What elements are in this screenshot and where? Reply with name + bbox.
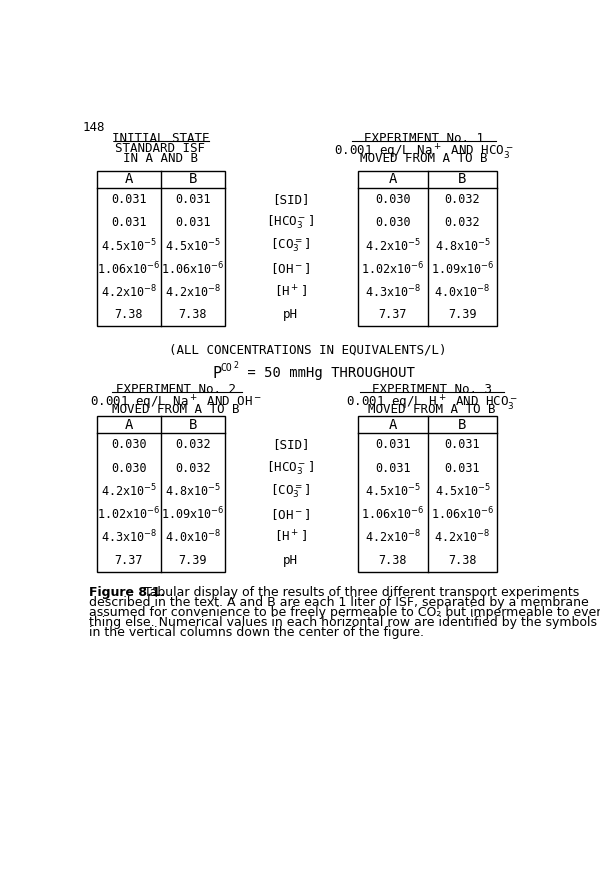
Text: A: A [389, 418, 397, 432]
Text: B: B [188, 418, 197, 432]
Text: 2: 2 [234, 361, 239, 370]
Text: MOVED FROM A TO B: MOVED FROM A TO B [112, 404, 239, 416]
Text: (ALL CONCENTRATIONS IN EQUIVALENTS/L): (ALL CONCENTRATIONS IN EQUIVALENTS/L) [169, 343, 446, 356]
Text: 4.3x10$^{-8}$: 4.3x10$^{-8}$ [101, 529, 157, 545]
Text: IN A AND B: IN A AND B [123, 152, 198, 166]
Text: EXPERIMENT No. 3: EXPERIMENT No. 3 [371, 383, 491, 396]
Text: 4.8x10$^{-5}$: 4.8x10$^{-5}$ [164, 483, 221, 500]
Text: INITIAL STATE: INITIAL STATE [112, 133, 209, 145]
Text: [OH$^-$]: [OH$^-$] [270, 507, 311, 522]
Text: [CO$_3^=$]: [CO$_3^=$] [270, 237, 311, 254]
Text: pH: pH [283, 554, 298, 567]
Text: 1.06x10$^{-6}$: 1.06x10$^{-6}$ [161, 260, 224, 277]
Text: A: A [124, 418, 133, 432]
Text: 4.2x10$^{-8}$: 4.2x10$^{-8}$ [101, 283, 157, 300]
Text: [SID]: [SID] [272, 192, 309, 206]
Text: STANDARD ISF: STANDARD ISF [115, 143, 205, 155]
Text: 1.02x10$^{-6}$: 1.02x10$^{-6}$ [361, 260, 424, 277]
Text: 0.031: 0.031 [445, 462, 481, 475]
Text: 7.37: 7.37 [379, 308, 407, 322]
Text: [SID]: [SID] [272, 438, 309, 452]
Text: B: B [458, 172, 467, 186]
Text: 0.031: 0.031 [111, 216, 146, 229]
Text: 7.38: 7.38 [448, 554, 477, 567]
Text: [H$^+$]: [H$^+$] [274, 283, 307, 300]
Text: 7.39: 7.39 [448, 308, 477, 322]
Text: 1.06x10$^{-6}$: 1.06x10$^{-6}$ [97, 260, 160, 277]
Bar [97, 171, 224, 326]
Bar [358, 416, 497, 572]
Text: [OH$^-$]: [OH$^-$] [270, 261, 311, 276]
Text: 7.39: 7.39 [178, 554, 207, 567]
Text: B: B [458, 418, 467, 432]
Text: pH: pH [283, 308, 298, 322]
Text: 0.031: 0.031 [175, 192, 211, 206]
Text: CO: CO [221, 364, 232, 373]
Text: 1.06x10$^{-6}$: 1.06x10$^{-6}$ [361, 506, 424, 522]
Text: [CO$_3^=$]: [CO$_3^=$] [270, 482, 311, 500]
Text: 0.031: 0.031 [375, 462, 410, 475]
Text: 0.031: 0.031 [111, 192, 146, 206]
Text: [HCO$_3^-$]: [HCO$_3^-$] [266, 214, 314, 231]
Text: 4.8x10$^{-5}$: 4.8x10$^{-5}$ [434, 237, 490, 254]
Text: 0.031: 0.031 [445, 438, 481, 452]
Text: 7.37: 7.37 [115, 554, 143, 567]
Text: 0.030: 0.030 [111, 438, 146, 452]
Text: 4.0x10$^{-8}$: 4.0x10$^{-8}$ [164, 529, 221, 545]
Text: in the vertical columns down the center of the figure.: in the vertical columns down the center … [89, 625, 424, 639]
Text: 148: 148 [83, 121, 105, 134]
Text: B: B [188, 172, 197, 186]
Text: MOVED FROM A TO B: MOVED FROM A TO B [368, 404, 495, 416]
Text: A: A [124, 172, 133, 186]
Text: described in the text. A and B are each 1 liter of ISF, separated by a membrane: described in the text. A and B are each … [89, 596, 589, 609]
Text: [H$^+$]: [H$^+$] [274, 529, 307, 545]
Text: 0.032: 0.032 [175, 438, 211, 452]
Text: 4.5x10$^{-5}$: 4.5x10$^{-5}$ [434, 483, 490, 500]
Text: A: A [389, 172, 397, 186]
Text: 0.031: 0.031 [375, 438, 410, 452]
Text: 1.02x10$^{-6}$: 1.02x10$^{-6}$ [97, 506, 160, 522]
Text: MOVED FROM A TO B: MOVED FROM A TO B [360, 152, 487, 166]
Text: 0.030: 0.030 [375, 192, 410, 206]
Text: 4.2x10$^{-8}$: 4.2x10$^{-8}$ [434, 529, 491, 545]
Text: EXPERIMENT No. 1: EXPERIMENT No. 1 [364, 133, 484, 145]
Text: assumed for convenience to be freely permeable to CO₂ but impermeable to every-: assumed for convenience to be freely per… [89, 606, 600, 619]
Text: 4.2x10$^{-5}$: 4.2x10$^{-5}$ [101, 483, 157, 500]
Text: 0.030: 0.030 [375, 216, 410, 229]
Bar [97, 416, 224, 572]
Text: 7.38: 7.38 [115, 308, 143, 322]
Text: 1.09x10$^{-6}$: 1.09x10$^{-6}$ [161, 506, 224, 522]
Text: 4.2x10$^{-8}$: 4.2x10$^{-8}$ [365, 529, 421, 545]
Text: 4.5x10$^{-5}$: 4.5x10$^{-5}$ [164, 237, 221, 254]
Text: Tabular display of the results of three different transport experiments: Tabular display of the results of three … [140, 586, 580, 599]
Text: 7.38: 7.38 [379, 554, 407, 567]
Text: EXPERIMENT No. 2: EXPERIMENT No. 2 [116, 383, 236, 396]
Text: 0.031: 0.031 [175, 216, 211, 229]
Text: 1.06x10$^{-6}$: 1.06x10$^{-6}$ [431, 506, 494, 522]
Text: 4.2x10$^{-8}$: 4.2x10$^{-8}$ [164, 283, 221, 300]
Text: 1.09x10$^{-6}$: 1.09x10$^{-6}$ [431, 260, 494, 277]
Text: 7.38: 7.38 [178, 308, 207, 322]
Text: 4.5x10$^{-5}$: 4.5x10$^{-5}$ [365, 483, 421, 500]
Text: 4.2x10$^{-5}$: 4.2x10$^{-5}$ [365, 237, 421, 254]
Bar [358, 171, 497, 326]
Text: 0.032: 0.032 [445, 192, 481, 206]
Text: 0.001 eq/L Na$^+$ AND HCO$_3^-$: 0.001 eq/L Na$^+$ AND HCO$_3^-$ [334, 143, 514, 161]
Text: 0.032: 0.032 [445, 216, 481, 229]
Text: [HCO$_3^-$]: [HCO$_3^-$] [266, 459, 314, 477]
Text: 0.030: 0.030 [111, 462, 146, 475]
Text: thing else. Numerical values in each horizontal row are identified by the symbol: thing else. Numerical values in each hor… [89, 616, 597, 629]
Text: 4.3x10$^{-8}$: 4.3x10$^{-8}$ [365, 283, 421, 300]
Text: 0.001 eq/L Na$^+$ AND OH$^-$: 0.001 eq/L Na$^+$ AND OH$^-$ [90, 393, 262, 412]
Text: = 50 mmHg THROUGHOUT: = 50 mmHg THROUGHOUT [239, 365, 415, 380]
Text: 0.032: 0.032 [175, 462, 211, 475]
Text: P: P [213, 365, 222, 380]
Text: 0.001 eq/L H$^+$ AND HCO$_3^-$: 0.001 eq/L H$^+$ AND HCO$_3^-$ [346, 393, 517, 413]
Text: 4.5x10$^{-5}$: 4.5x10$^{-5}$ [101, 237, 157, 254]
Text: 4.0x10$^{-8}$: 4.0x10$^{-8}$ [434, 283, 491, 300]
Text: Figure 8.1.: Figure 8.1. [89, 586, 165, 599]
